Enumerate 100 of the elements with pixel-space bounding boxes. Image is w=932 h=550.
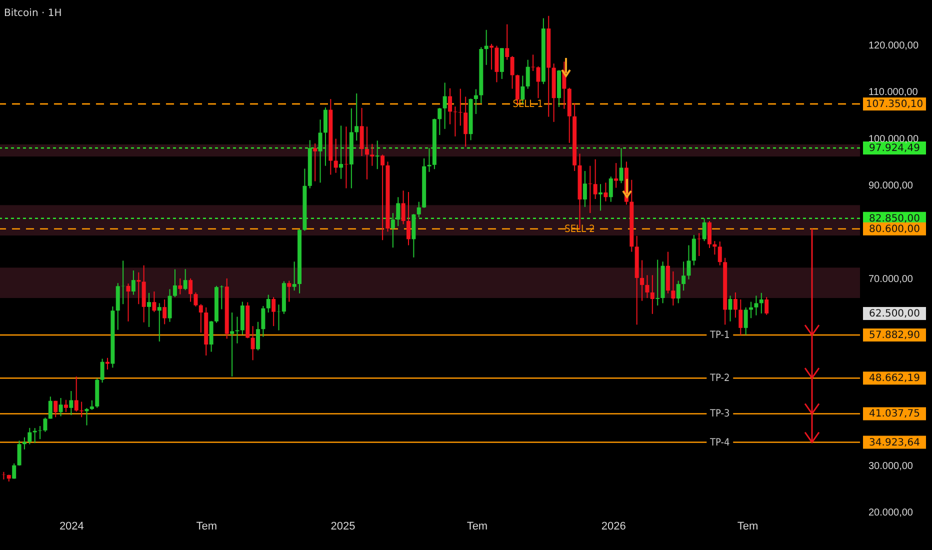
candlestick [671,270,676,306]
candlestick [261,305,266,338]
candlestick [178,278,182,295]
candlestick [438,107,442,136]
candlestick [759,292,764,314]
x-tick-label: 2026 [601,520,626,532]
candlestick [198,304,203,334]
candlestick [100,358,104,384]
candlestick [427,148,432,172]
candlestick [744,306,748,336]
text: Bitcoin · 1H [4,8,62,19]
annotation: TP-1 [709,330,730,342]
candlestick [458,88,462,126]
candlestick [152,291,156,313]
candlestick [608,176,613,202]
candlestick [162,298,167,325]
candlestick [266,294,270,314]
candlestick [676,280,680,304]
candlestick [728,295,732,322]
candlestick [588,165,592,214]
candlestick [250,326,255,361]
candlestick [183,268,188,291]
candlestick [686,244,691,280]
candlestick [656,259,660,306]
candlestick [43,417,48,432]
candlestick [442,82,447,130]
candlestick [168,288,172,322]
text: 62.500,00 [869,308,920,320]
candlestick [650,274,654,314]
candlestick [323,106,328,166]
candlestick [416,201,421,218]
ref-line-label: 41.037,75 [869,408,920,420]
candlestick [718,241,722,266]
candlestick [147,292,152,328]
candlestick [354,92,359,142]
y-tick-label: 70.000,00 [868,274,914,285]
x-tick-label: Tem [466,520,488,532]
candlestick [22,436,26,450]
candlestick [157,302,162,342]
candlestick [708,220,712,249]
candlestick [136,272,141,305]
x-tick-label: 2025 [330,520,356,532]
y-tick-label: 30.000,00 [868,460,914,472]
annotation: TP-4 [709,437,730,448]
candlestick [754,295,758,316]
candlestick [510,56,514,90]
candlestick [58,398,63,417]
candlestick [640,260,644,302]
candlestick [344,126,348,189]
candlestick [692,234,696,266]
candlestick [604,182,608,202]
ref-line-label: 80.600,00 [869,224,920,235]
candlestick [536,66,540,99]
candlestick [364,126,369,180]
ref-line-label: 107.350,10 [866,98,924,110]
candlestick [697,232,702,256]
candlestick [90,400,94,410]
candlestick [375,140,380,170]
candlestick [645,274,650,299]
candlestick [360,107,364,157]
ref-line-label: 57.882,90 [869,330,920,342]
x-tick-label: Tem [737,520,758,532]
candlestick [738,298,743,336]
candlestick [256,321,260,351]
ref-line-label: 82.850,00 [869,213,920,224]
y-tick-label: 90.000,00 [868,180,914,192]
candlestick [188,278,193,302]
annotation: TP-2 [709,373,730,384]
ref-line-label: 34.923,64 [869,437,920,448]
candlestick [448,88,452,125]
candlestick [390,212,395,248]
candlestick [292,261,296,292]
candlestick [313,142,318,182]
candlestick [370,143,374,166]
candlestick [526,59,530,90]
candlestick [505,24,510,60]
candlestick [339,125,344,180]
candlestick [172,268,177,298]
candlestick [500,48,504,80]
candlestick [74,376,78,412]
candlestick [531,54,536,72]
candlestick [220,284,224,310]
ref-line-label: 97.924,49 [869,142,920,154]
candlestick [598,184,603,212]
candlestick [54,400,58,418]
candlestick [764,296,769,316]
candlestick [582,170,587,208]
candlestick [464,96,468,148]
candlestick [401,190,406,225]
candlestick [619,148,624,184]
candlestick [131,270,136,296]
candlestick [287,280,292,302]
candlestick [230,312,234,378]
candlestick [276,304,281,331]
candlestick [474,88,478,114]
annotation: TP-3 [709,408,730,420]
candlestick [106,357,110,370]
candlestick [17,440,22,466]
ref-line-label: 48.662,19 [869,373,920,384]
x-tick-label: Tem [196,520,217,532]
